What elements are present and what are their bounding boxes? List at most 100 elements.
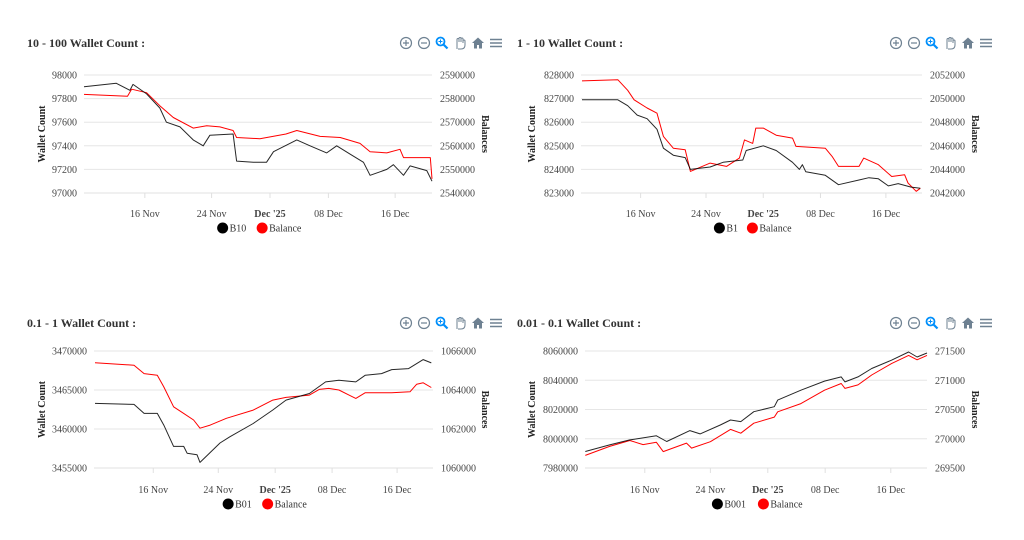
- legend-item-b01[interactable]: B01: [222, 498, 252, 511]
- zoom-out-icon[interactable]: [906, 315, 922, 331]
- legend-marker: [256, 222, 268, 234]
- series-line-b10: [83, 82, 433, 182]
- y2-tick-label: 2550000: [440, 165, 475, 176]
- legend-marker: [757, 498, 769, 510]
- chart-title: 1 - 10 Wallet Count :: [517, 36, 624, 50]
- x-tick-label: Dec '25: [748, 209, 779, 220]
- x-tick-label: Dec '25: [752, 485, 783, 496]
- y2-tick-label: 1064000: [441, 386, 476, 397]
- series-line-balance: [83, 88, 433, 179]
- chart-0.01-0.1[interactable]: 7980000 8000000 8020000 8040000 8060000 26950…: [510, 310, 1000, 525]
- zoom-out-icon[interactable]: [906, 35, 922, 51]
- chart-toolbar: [398, 35, 504, 51]
- y-tick-label: 3460000: [52, 425, 87, 436]
- legend-item-b1[interactable]: B1: [713, 222, 738, 235]
- y-tick-label: 97000: [52, 189, 77, 200]
- x-tick-label: 16 Dec: [876, 485, 905, 496]
- y2-axis-title: Balances: [969, 115, 980, 153]
- y-tick-label: 8040000: [543, 376, 578, 387]
- menu-icon[interactable]: [488, 315, 504, 331]
- zoom-out-icon[interactable]: [416, 315, 432, 331]
- y2-tick-label: 2042000: [930, 189, 965, 200]
- zoom-in-icon[interactable]: [398, 315, 414, 331]
- x-tick-label: 08 Dec: [811, 485, 840, 496]
- zoom-out-icon[interactable]: [416, 35, 432, 51]
- y-tick-label: 825000: [544, 141, 574, 152]
- home-reset-icon[interactable]: [960, 35, 976, 51]
- selection-zoom-icon[interactable]: [434, 315, 450, 331]
- legend-item-b10[interactable]: B10: [217, 222, 247, 235]
- pan-hand-icon[interactable]: [942, 35, 958, 51]
- x-tick-label: 16 Dec: [383, 485, 412, 496]
- chart-1-10[interactable]: 823000 824000 825000 826000 827000 828000 2042…: [510, 30, 1000, 245]
- menu-icon[interactable]: [978, 35, 994, 51]
- y2-tick-label: 1066000: [441, 347, 476, 358]
- zoom-in-icon[interactable]: [398, 35, 414, 51]
- home-reset-icon[interactable]: [470, 315, 486, 331]
- selection-zoom-icon[interactable]: [924, 35, 940, 51]
- selection-zoom-icon[interactable]: [924, 315, 940, 331]
- chart-panel-1-10: 1 - 10 Wallet Count : 823000 824000 825000…: [510, 30, 1000, 260]
- y2-tick-label: 2540000: [440, 189, 475, 200]
- legend-marker: [217, 222, 229, 234]
- legend: B001 Balance: [711, 498, 803, 511]
- y-tick-label: 827000: [544, 94, 574, 105]
- y2-tick-label: 270500: [935, 405, 965, 416]
- y2-tick-label: 1062000: [441, 425, 476, 436]
- legend-label: B10: [230, 224, 247, 235]
- legend-item-balance[interactable]: Balance: [746, 222, 792, 235]
- y-axis-title: Wallet Count: [527, 380, 538, 438]
- y2-tick-label: 2590000: [440, 71, 475, 82]
- chart-panel-10-100: 10 - 100 Wallet Count : 97000 97200 97400 9…: [20, 30, 510, 260]
- chart-panel-0.01-0.1: 0.01 - 0.1 Wallet Count : 7980000 8000000…: [510, 310, 1000, 540]
- y-tick-label: 97200: [52, 165, 77, 176]
- y2-tick-label: 2044000: [930, 165, 965, 176]
- legend-item-b001[interactable]: B001: [711, 498, 746, 511]
- y2-axis-title: Balances: [479, 115, 490, 153]
- zoom-in-icon[interactable]: [888, 315, 904, 331]
- x-tick-label: 16 Nov: [626, 209, 656, 220]
- y-tick-label: 97800: [52, 94, 77, 105]
- legend-label: B01: [235, 500, 252, 511]
- pan-hand-icon[interactable]: [942, 315, 958, 331]
- legend-label: Balance: [770, 500, 803, 511]
- series-line-balance: [585, 354, 928, 456]
- legend-label: Balance: [759, 224, 792, 235]
- selection-zoom-icon[interactable]: [434, 35, 450, 51]
- x-tick-label: 16 Dec: [872, 209, 901, 220]
- x-tick-label: Dec '25: [254, 209, 285, 220]
- zoom-in-icon[interactable]: [888, 35, 904, 51]
- legend-item-balance[interactable]: Balance: [262, 498, 307, 511]
- y-tick-label: 97600: [52, 118, 77, 129]
- y2-tick-label: 2046000: [930, 141, 965, 152]
- legend: B01 Balance: [222, 498, 307, 511]
- legend-item-balance[interactable]: Balance: [256, 222, 302, 235]
- y2-tick-label: 271500: [935, 347, 965, 358]
- y2-tick-label: 271000: [935, 376, 965, 387]
- chart-10-100[interactable]: 97000 97200 97400 97600 97800 98000 2540000 255…: [20, 30, 510, 245]
- y-tick-label: 826000: [544, 118, 574, 129]
- home-reset-icon[interactable]: [470, 35, 486, 51]
- x-tick-label: 24 Nov: [696, 485, 726, 496]
- menu-icon[interactable]: [488, 35, 504, 51]
- home-reset-icon[interactable]: [960, 315, 976, 331]
- y-tick-label: 823000: [544, 189, 574, 200]
- pan-hand-icon[interactable]: [452, 315, 468, 331]
- x-tick-label: 24 Nov: [197, 209, 227, 220]
- legend: B10 Balance: [217, 222, 302, 235]
- chart-0.1-1[interactable]: 3455000 3460000 3465000 3470000 1060000 10620…: [20, 310, 510, 525]
- y2-tick-label: 2580000: [440, 94, 475, 105]
- series-line-balance: [94, 362, 432, 429]
- y2-tick-label: 269500: [935, 464, 965, 475]
- y2-tick-label: 2052000: [930, 71, 965, 82]
- y2-axis-title: Balances: [479, 391, 490, 429]
- y2-tick-label: 2570000: [440, 118, 475, 129]
- chart-toolbar: [398, 315, 504, 331]
- menu-icon[interactable]: [978, 315, 994, 331]
- chart-panel-0.1-1: 0.1 - 1 Wallet Count : 3455000 3460000 346…: [20, 310, 510, 540]
- pan-hand-icon[interactable]: [452, 35, 468, 51]
- chart-title: 0.1 - 1 Wallet Count :: [27, 316, 137, 330]
- x-tick-label: 16 Nov: [630, 485, 660, 496]
- chart-title: 0.01 - 0.1 Wallet Count :: [517, 316, 642, 330]
- legend-item-balance[interactable]: Balance: [757, 498, 803, 511]
